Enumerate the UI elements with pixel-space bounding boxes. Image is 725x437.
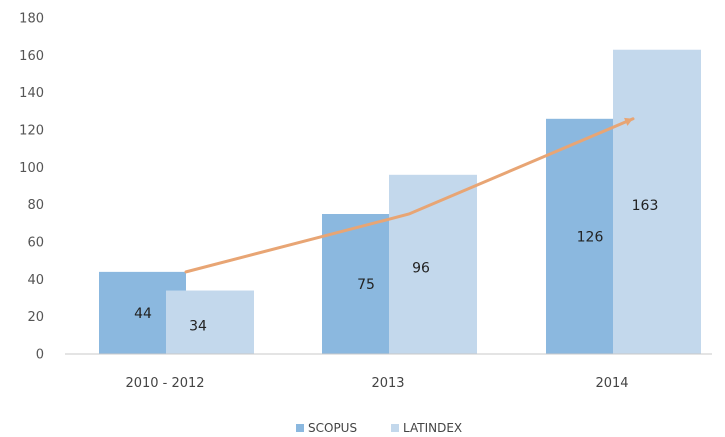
legend-swatch-latindex [391,424,399,432]
y-tick-label: 140 [19,86,44,101]
trend-line-group [184,117,635,274]
bars-group: 44 34 75 96 126 163 [99,49,701,354]
data-label-scopus: 75 [357,277,375,293]
trend-arrowhead [624,117,633,126]
y-tick-label: 180 [19,12,44,27]
y-tick-label: 160 [19,49,44,64]
y-tick-label: 120 [19,124,44,139]
y-axis: 0 20 40 60 80 100 120 140 160 180 [19,12,44,363]
legend: SCOPUS LATINDEX [296,421,462,435]
trend-line [184,117,635,274]
y-tick-label: 100 [19,161,44,176]
bar-latindex [389,174,477,354]
y-tick-label: 0 [36,348,44,363]
data-label-scopus: 44 [134,306,152,322]
data-label-latindex: 96 [412,260,430,276]
legend-label-scopus: SCOPUS [308,421,357,435]
x-tick-label: 2010 - 2012 [125,376,204,391]
y-tick-label: 40 [27,273,44,288]
y-tick-label: 60 [27,236,44,251]
x-tick-label: 2014 [595,376,628,391]
data-label-latindex: 163 [632,198,659,214]
bar-latindex [166,290,254,354]
bar-latindex [613,49,701,354]
y-tick-label: 20 [27,310,44,325]
data-label-latindex: 34 [189,318,207,334]
legend-label-latindex: LATINDEX [403,421,462,435]
legend-swatch-scopus [296,424,304,432]
x-tick-label: 2013 [371,376,404,391]
x-axis: 2010 - 2012 2013 2014 [125,376,628,391]
data-label-scopus: 126 [577,229,604,245]
y-tick-label: 80 [27,198,44,213]
